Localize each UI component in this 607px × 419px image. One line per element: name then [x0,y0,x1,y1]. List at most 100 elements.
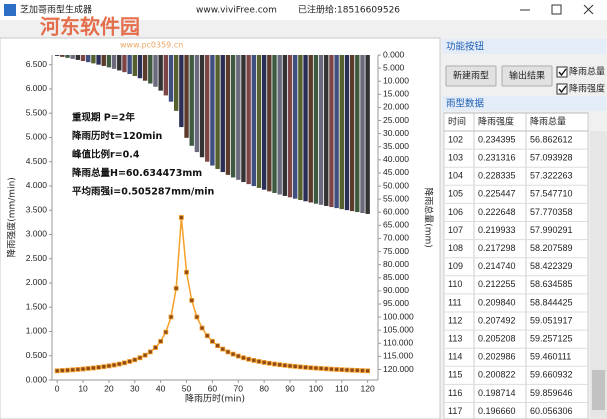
x-tick-label: 50 [182,383,192,393]
y2-tick-label: 10.000 [383,75,409,85]
marker [282,362,288,368]
x-tick-label: 120 [361,383,375,393]
checkbox[interactable] [556,83,568,95]
x-tick-label: 40 [156,383,166,393]
bar [179,55,184,128]
button-label[interactable]: 输出结果 [509,70,545,82]
annotation: 降雨历时t=120min [72,130,162,142]
column-header: 时间 [448,115,466,126]
marker [80,366,86,372]
checkbox-check[interactable] [558,68,567,77]
bar [65,55,70,58]
marker [158,338,164,344]
watermark-text: 河东软件园 [40,15,140,39]
marker [365,368,371,374]
bar [111,55,117,69]
checkbox-label[interactable]: 降雨总量 [569,66,605,78]
table-cell: 113 [448,334,462,344]
x-tick-label: 30 [130,383,140,393]
marker [339,367,345,373]
window-title: 芝加哥雨型生成器 [20,4,92,16]
watermark-url: www.pc0359.cn [120,41,183,50]
bar [173,55,179,111]
table-cell: 104 [448,171,463,181]
annotation: 降雨总量H=60.634473mm [72,167,202,179]
button[interactable] [501,65,553,87]
marker [199,325,205,331]
table-cell: 0.202986 [478,352,516,362]
marker [122,360,127,366]
y-tick-label: 3.000 [26,229,48,239]
checkbox-label[interactable]: 降雨强度 [569,83,605,95]
y2-tick-label: 20.000 [383,102,409,112]
y2-tick-label: 110.000 [383,338,413,348]
y-tick-label: 4.500 [26,156,48,166]
table-cell: 0.214740 [478,261,516,271]
table-cell: 110 [448,279,462,289]
checkbox-check[interactable] [558,85,567,94]
button[interactable] [445,65,497,87]
y-tick-label: 6.500 [26,59,48,69]
table-cell: 117 [448,406,462,416]
y2-tick-label: 5.000 [383,62,405,72]
marker [85,366,91,371]
column-header: 降雨总量 [530,115,566,126]
marker [308,365,314,371]
table-cell: 112 [448,315,462,325]
bar [329,55,334,208]
table-cell: 60.056306 [530,406,573,416]
bar [80,55,86,62]
button-label[interactable]: 新建雨型 [453,70,489,82]
scrollbar-thumb[interactable] [592,370,605,410]
bar [122,55,127,73]
marker [59,368,65,373]
y2-tick-label: 50.000 [383,180,409,190]
table-cell: 58.844425 [530,297,573,307]
y2-tick-label: 95.000 [383,298,409,308]
table [443,112,589,419]
table-cell: 0.219933 [478,225,516,235]
section-title: 功能按钮 [446,41,485,53]
window-registration: 已注册给:18516609526 [298,4,400,16]
bar [225,55,231,175]
bar [298,55,303,201]
bar [267,55,272,192]
marker [184,269,189,275]
maximize-button[interactable] [551,4,562,15]
y2-tick-label: 115.000 [383,351,413,361]
marker [287,363,293,369]
marker [261,360,267,365]
bar [334,55,339,209]
y2-tick-label: 15.000 [383,89,409,99]
table-cell: 0.209840 [478,297,516,307]
bar [142,55,148,81]
marker [329,366,334,372]
bar [360,55,365,214]
bar [261,55,267,190]
bar [313,55,319,204]
bar [339,55,344,210]
y-tick-label: 5.000 [26,132,48,142]
table-cell: 59.660932 [530,370,573,380]
y2-tick-label: 65.000 [383,220,409,230]
x-tick-label: 70 [234,383,244,393]
bar [349,55,355,212]
y-tick-label: 5.500 [26,107,48,117]
marker [116,361,122,367]
bar [184,55,189,138]
bar [318,55,324,205]
bar [324,55,329,206]
close-button[interactable] [583,4,594,15]
marker [235,353,241,359]
scrollbar[interactable] [590,131,607,419]
table-cell: 58.634585 [530,279,573,289]
checkbox[interactable] [556,66,568,78]
bar [168,55,174,102]
table-cell: 103 [448,153,463,163]
bar [205,55,210,162]
marker [142,352,148,358]
x-tick-label: 20 [104,383,114,393]
x-tick-label: 0 [55,383,60,393]
